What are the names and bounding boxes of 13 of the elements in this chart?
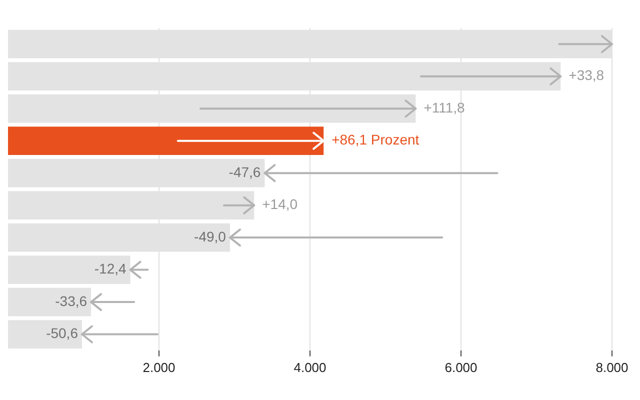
annotation: +14,0 bbox=[262, 196, 298, 212]
annotation: -33,6 bbox=[55, 292, 88, 309]
annotation: -47,6 bbox=[228, 164, 261, 180]
annotation: -50,6 bbox=[46, 325, 78, 342]
annotation: +111,8 bbox=[424, 99, 466, 116]
x-tick-label: 2.000 bbox=[142, 360, 176, 375]
x-tick-label: 8.000 bbox=[596, 360, 628, 375]
annotation: -12,4 bbox=[94, 260, 127, 277]
x-tick-label: 6.000 bbox=[444, 360, 478, 375]
x-tick-label: 4.000 bbox=[294, 360, 326, 375]
annotation: -49,0 bbox=[194, 228, 226, 244]
annotation: +86,1 Prozent bbox=[332, 132, 420, 148]
annotation: +33,8 bbox=[568, 67, 604, 84]
